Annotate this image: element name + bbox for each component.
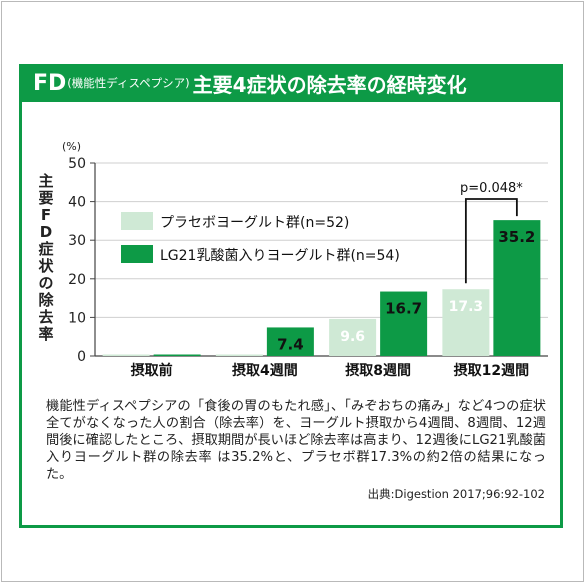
y-tick-label: 0 [77, 349, 86, 365]
legend-label: LG21乳酸菌入りヨーグルト群(n=54) [160, 248, 400, 264]
bar [215, 354, 263, 356]
bar [102, 354, 150, 356]
legend-swatch [121, 212, 153, 230]
significance-annotation: p=0.048* [460, 181, 523, 284]
significance-bracket [464, 198, 518, 284]
bar-value-label: 35.2 [498, 228, 535, 246]
y-tick-label: 50 [68, 156, 86, 172]
bars: 7.4 9.6 16.7 17.3 35.2 [102, 220, 541, 356]
title-bar: FD (機能性ディスペプシア) 主要4症状の除去率の経時変化 [19, 64, 563, 102]
x-category-label: 摂取4週間 [232, 362, 298, 379]
legend-swatch [121, 245, 153, 263]
description-text: 機能性ディスペプシアの「食後の胃のもたれ感」、「みぞおちの痛み」など4つの症状全… [46, 399, 546, 482]
chart-title: 主要4症状の除去率の経時変化 [192, 72, 467, 97]
bar [493, 220, 541, 356]
y-tick-label: 10 [68, 310, 86, 326]
title-parenthetical: (機能性ディスペプシア) [67, 76, 190, 90]
p-value-label: p=0.048* [460, 181, 523, 196]
bar-value-label: 7.4 [277, 335, 304, 353]
x-category-label: 摂取前 [131, 362, 173, 379]
bar-value-label: 17.3 [449, 299, 484, 315]
y-tick-label: 40 [68, 195, 86, 211]
title-abbreviation: FD [33, 70, 67, 96]
bar [329, 318, 377, 356]
x-axis: 摂取前 摂取4週間 摂取8週間 摂取12週間 [131, 362, 529, 379]
legend-label: プラセボヨーグルト群(n=52) [160, 215, 349, 231]
bar [380, 291, 428, 356]
y-unit-label: (%) [62, 140, 81, 153]
x-category-label: 摂取12週間 [454, 362, 529, 379]
bar [266, 327, 314, 356]
legend: プラセボヨーグルト群(n=52) LG21乳酸菌入りヨーグルト群(n=54) [121, 212, 400, 264]
bar-value-label: 16.7 [385, 300, 422, 318]
y-axis-title: 主要 F D 症状の除去率 [38, 172, 54, 343]
x-category-label: 摂取8週間 [345, 362, 411, 379]
bar-chart: 01020304050 7.4 9.616.7 17.335.2 摂取前 摂取4週間摂… [38, 140, 548, 379]
bar-value-label: 9.6 [340, 329, 365, 345]
bar [153, 354, 201, 356]
bar [442, 289, 490, 356]
y-axis: 0 10 20 30 40 50 [68, 156, 96, 365]
y-tick-label: 30 [68, 233, 86, 249]
source-citation: 出典:Digestion 2017;96:92-102 [367, 487, 545, 501]
y-tick-label: 20 [68, 272, 86, 288]
